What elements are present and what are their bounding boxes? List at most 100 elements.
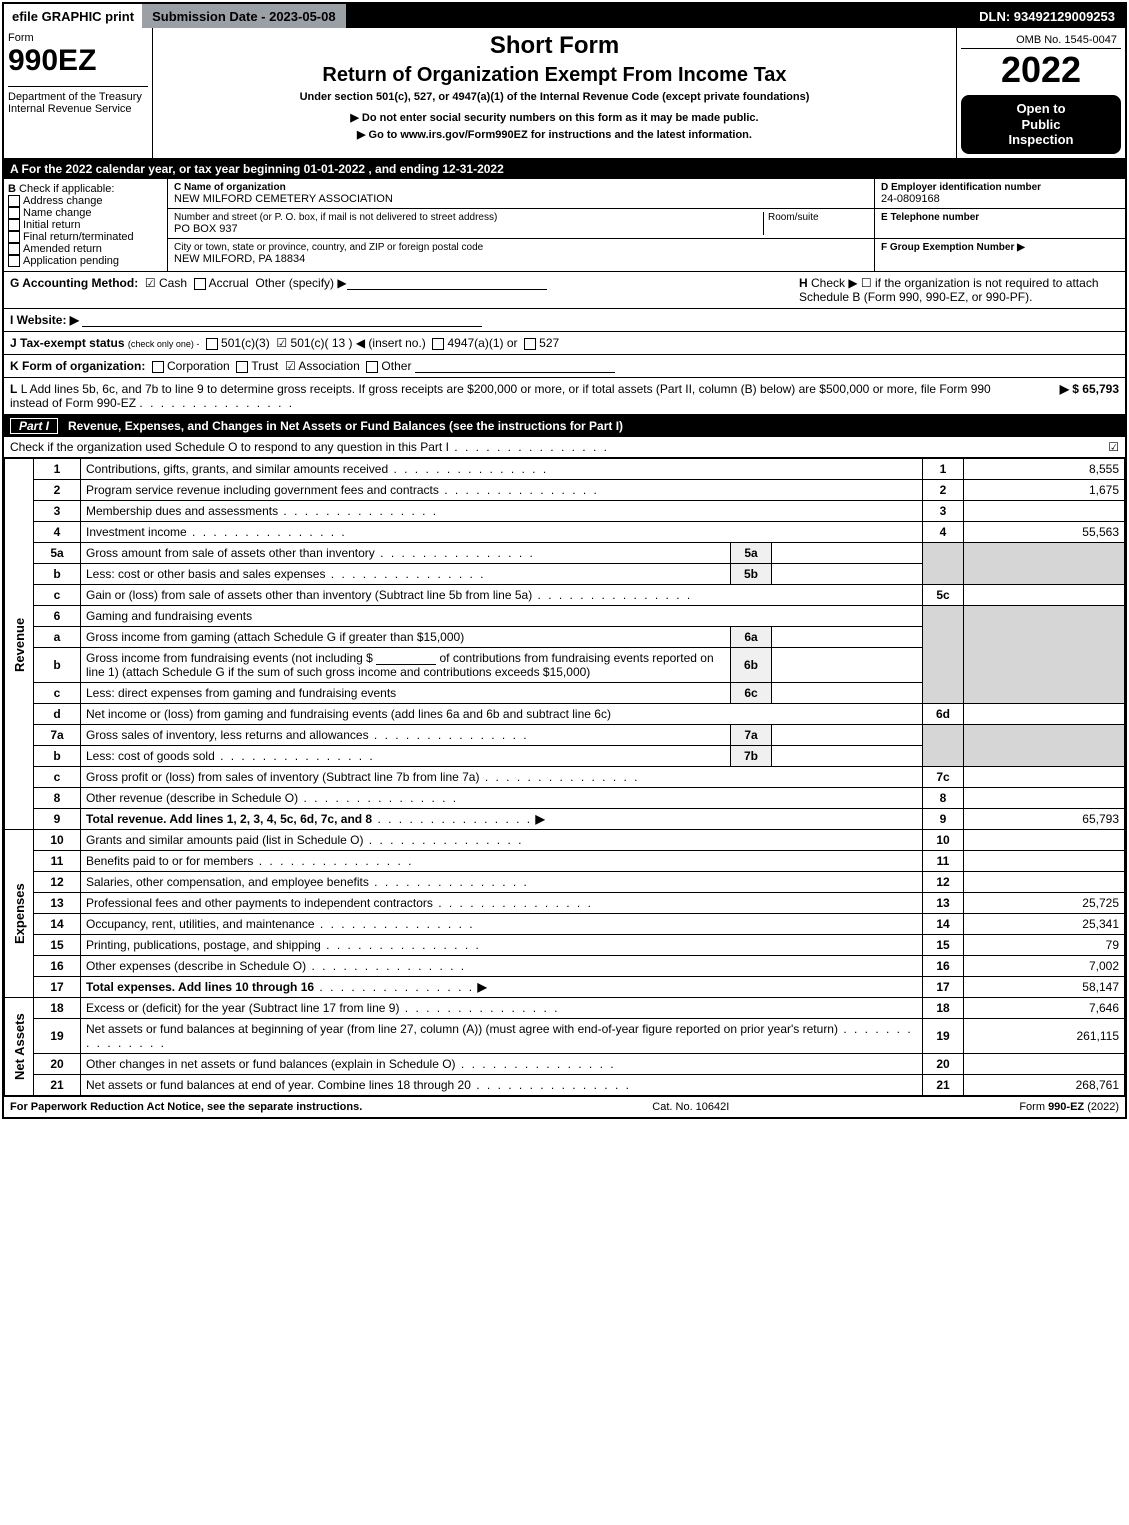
form-number: 990EZ (8, 44, 148, 78)
row-l: L L Add lines 5b, 6c, and 7b to line 9 t… (4, 378, 1125, 415)
cb-final-return[interactable] (8, 231, 20, 243)
l9-val: 65,793 (964, 809, 1125, 830)
lines-table: Revenue 1 Contributions, gifts, grants, … (4, 458, 1125, 1096)
section-b-through-f: B Check if applicable: Address change Na… (4, 179, 1125, 273)
b-label: B (8, 183, 16, 195)
l1-rnum: 1 (923, 459, 964, 480)
l20-desc: Other changes in net assets or fund bala… (86, 1057, 456, 1071)
l16-desc: Other expenses (describe in Schedule O) (86, 959, 306, 973)
l5a-mid: 5a (731, 543, 772, 564)
street-label: Number and street (or P. O. box, if mail… (174, 212, 763, 223)
l16-rnum: 16 (923, 956, 964, 977)
l1-val: 8,555 (964, 459, 1125, 480)
ein-value: 24-0809168 (881, 193, 1119, 205)
l4-num: 4 (34, 522, 81, 543)
part1-checkbox-icon: ☑ (1108, 440, 1119, 454)
side-expenses: Expenses (5, 830, 34, 998)
l11-rnum: 11 (923, 851, 964, 872)
l14-desc: Occupancy, rent, utilities, and maintena… (86, 917, 315, 931)
subtitle-1: Under section 501(c), 527, or 4947(a)(1)… (161, 91, 948, 103)
l15-desc: Printing, publications, postage, and shi… (86, 938, 321, 952)
l21-num: 21 (34, 1075, 81, 1096)
badge-line-1: Open to (965, 101, 1117, 117)
h-text: Check ▶ ☐ if the organization is not req… (799, 276, 1099, 304)
l20-num: 20 (34, 1054, 81, 1075)
l6b-mid: 6b (731, 648, 772, 683)
l6d-val (964, 704, 1125, 725)
k-o1: Corporation (167, 359, 230, 373)
cb-4947[interactable] (432, 338, 444, 350)
cb-527[interactable] (524, 338, 536, 350)
other-label: Other (specify) ▶ (255, 276, 346, 290)
footer: For Paperwork Reduction Act Notice, see … (4, 1096, 1125, 1117)
cb-initial-return[interactable] (8, 219, 20, 231)
cb-label-2: Name change (23, 207, 92, 219)
l12-desc: Salaries, other compensation, and employ… (86, 875, 369, 889)
l13-val: 25,725 (964, 893, 1125, 914)
j-o3: 4947(a)(1) or (447, 336, 517, 350)
efile-label: efile GRAPHIC print (4, 4, 142, 28)
l7c-val (964, 767, 1125, 788)
k-o3: Association (298, 359, 359, 373)
l7c-num: c (34, 767, 81, 788)
cb-501c3[interactable] (206, 338, 218, 350)
l8-num: 8 (34, 788, 81, 809)
footer-right: Form 990-EZ (2022) (1019, 1101, 1119, 1113)
city-value: NEW MILFORD, PA 18834 (174, 253, 868, 265)
l17-val: 58,147 (964, 977, 1125, 998)
l17-desc: Total expenses. Add lines 10 through 16 (86, 980, 314, 994)
row-j: J Tax-exempt status (check only one) - 5… (4, 332, 1125, 355)
l6d-num: d (34, 704, 81, 725)
j-o4: 527 (539, 336, 559, 350)
cb-label-6: Application pending (23, 255, 119, 267)
row-k: K Form of organization: Corporation Trus… (4, 355, 1125, 378)
cb-accrual[interactable] (194, 278, 206, 290)
l5b-mid: 5b (731, 564, 772, 585)
l21-rnum: 21 (923, 1075, 964, 1096)
submission-date: Submission Date - 2023-05-08 (142, 4, 346, 28)
cb-application-pending[interactable] (8, 255, 20, 267)
l5b-num: b (34, 564, 81, 585)
l7b-num: b (34, 746, 81, 767)
cb-trust[interactable] (236, 361, 248, 373)
cb-other-org[interactable] (366, 361, 378, 373)
l10-desc: Grants and similar amounts paid (list in… (86, 833, 363, 847)
cb-address-change[interactable] (8, 195, 20, 207)
c-label: C Name of organization (174, 182, 868, 193)
part1-label: Part I (10, 418, 58, 434)
l2-rnum: 2 (923, 480, 964, 501)
cb-label-3: Initial return (23, 219, 80, 231)
l2-val: 1,675 (964, 480, 1125, 501)
l5c-val (964, 585, 1125, 606)
accrual-label: Accrual (209, 276, 249, 290)
footer-left: For Paperwork Reduction Act Notice, see … (10, 1101, 362, 1113)
short-form-title: Short Form (161, 32, 948, 60)
l15-rnum: 15 (923, 935, 964, 956)
l5b-desc: Less: cost or other basis and sales expe… (86, 567, 325, 581)
header: Form 990EZ Department of the Treasury In… (4, 28, 1125, 159)
l18-desc: Excess or (deficit) for the year (Subtra… (86, 1001, 399, 1015)
cb-corp[interactable] (152, 361, 164, 373)
i-label: I Website: ▶ (10, 313, 79, 327)
l15-num: 15 (34, 935, 81, 956)
l16-num: 16 (34, 956, 81, 977)
l6c-desc: Less: direct expenses from gaming and fu… (86, 686, 396, 700)
cb-name-change[interactable] (8, 207, 20, 219)
dln: DLN: 93492129009253 (969, 4, 1125, 28)
footer-right-text: 990-EZ (1048, 1101, 1084, 1113)
form-word: Form (8, 32, 148, 44)
l3-rnum: 3 (923, 501, 964, 522)
e-label: E Telephone number (881, 212, 1119, 223)
l11-num: 11 (34, 851, 81, 872)
street-value: PO BOX 937 (174, 223, 763, 235)
l7a-num: 7a (34, 725, 81, 746)
l9-desc: Total revenue. Add lines 1, 2, 3, 4, 5c,… (86, 812, 372, 826)
l11-val (964, 851, 1125, 872)
cb-amended-return[interactable] (8, 243, 20, 255)
l13-desc: Professional fees and other payments to … (86, 896, 433, 910)
l19-num: 19 (34, 1019, 81, 1054)
k-label: K Form of organization: (10, 359, 145, 373)
l2-num: 2 (34, 480, 81, 501)
b-text: Check if applicable: (19, 183, 114, 195)
l13-num: 13 (34, 893, 81, 914)
